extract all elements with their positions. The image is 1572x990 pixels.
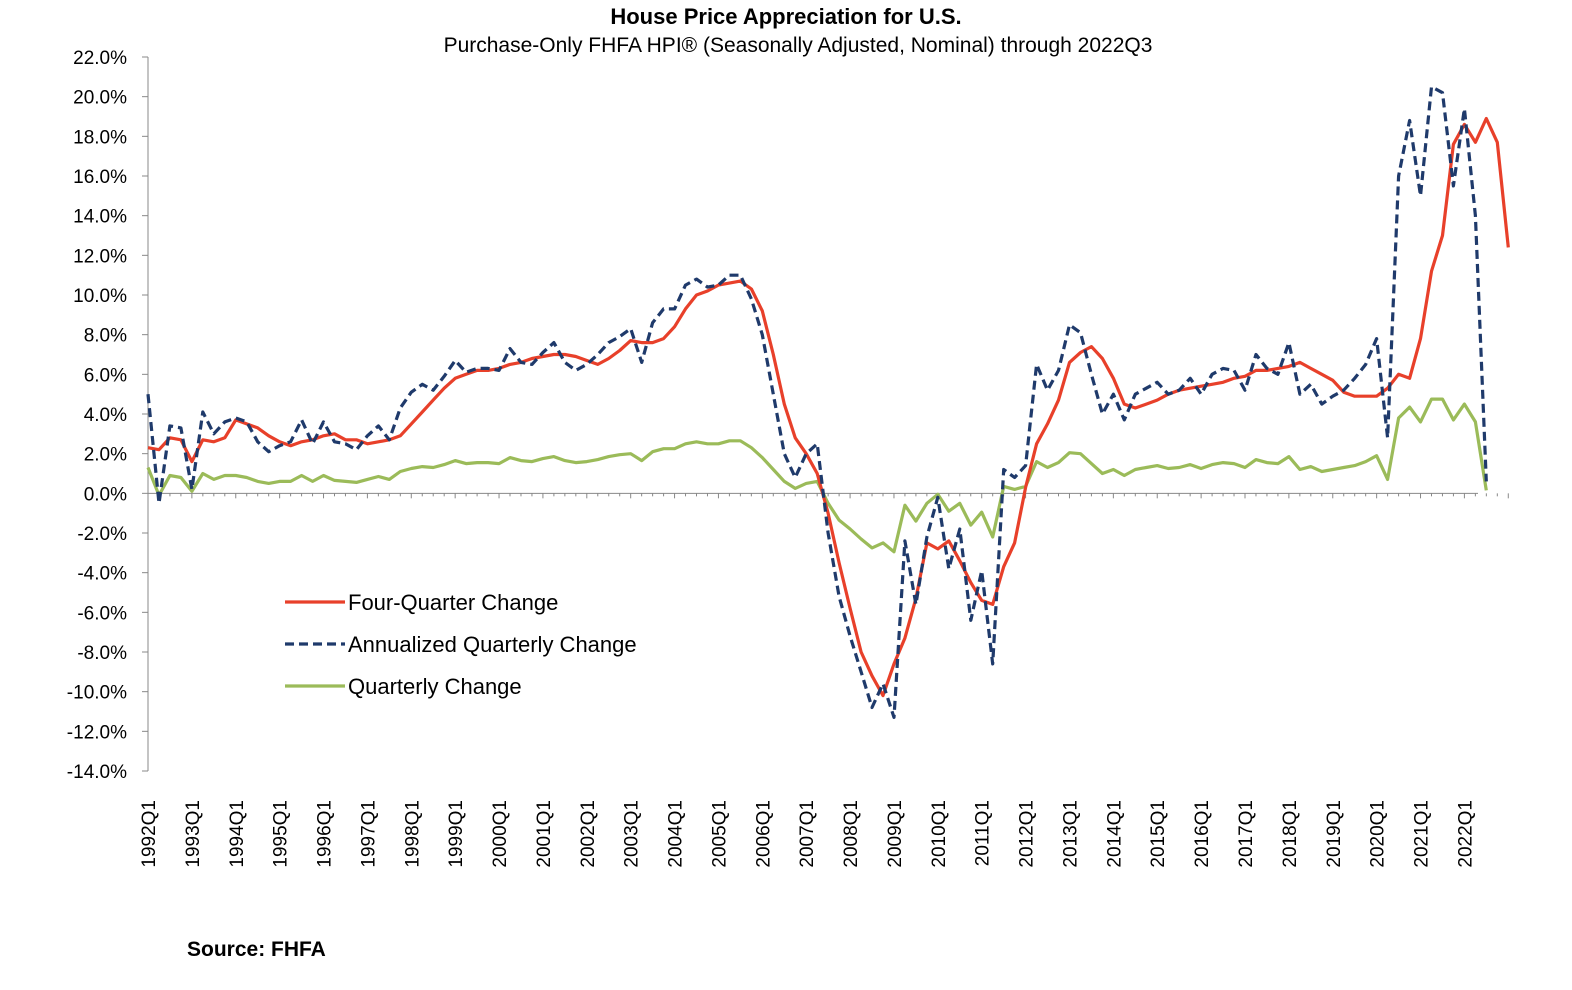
legend-label: Annualized Quarterly Change (348, 632, 637, 657)
x-tick-label: 1992Q1 (139, 800, 160, 868)
x-tick-label: 2004Q1 (666, 800, 687, 868)
x-tick-label: 2018Q1 (1280, 800, 1301, 868)
legend-label: Four-Quarter Change (348, 590, 558, 615)
x-tick-label: 1999Q1 (446, 800, 467, 868)
y-tick-label: 6.0% (84, 365, 127, 386)
x-tick-label: 2010Q1 (929, 800, 950, 868)
chart-title: House Price Appreciation for U.S. (610, 4, 961, 29)
y-tick-label: 22.0% (73, 48, 127, 69)
x-tick-label: 2000Q1 (490, 800, 511, 868)
y-tick-label: -2.0% (77, 524, 127, 545)
y-tick-label: 8.0% (84, 326, 127, 347)
y-tick-label: 10.0% (73, 286, 127, 307)
y-tick-label: -12.0% (67, 722, 127, 743)
y-tick-label: -4.0% (77, 564, 127, 585)
y-tick-label: -6.0% (77, 603, 127, 624)
y-tick-label: 14.0% (73, 207, 127, 228)
x-tick-label: 2009Q1 (885, 800, 906, 868)
series-line (146, 85, 1488, 720)
x-tick-label: 2011Q1 (973, 800, 994, 866)
x-tick-label: 2002Q1 (578, 800, 599, 868)
x-tick-label: 2007Q1 (797, 800, 818, 868)
series-line (147, 116, 1510, 698)
x-tick-label: 2021Q1 (1412, 800, 1433, 868)
chart-subtitle: Purchase-Only FHFA HPI® (Seasonally Adju… (444, 34, 1153, 57)
x-tick-label: 2013Q1 (1060, 800, 1081, 868)
x-tick-label: 2014Q1 (1104, 800, 1125, 868)
series-line (146, 397, 1488, 554)
x-tick-label: 2008Q1 (841, 800, 862, 868)
x-tick-label: 2001Q1 (534, 800, 555, 868)
x-tick-label: 2015Q1 (1148, 800, 1169, 868)
x-tick-label: 1993Q1 (183, 800, 204, 868)
y-tick-label: 12.0% (73, 246, 127, 267)
x-tick-label: 2003Q1 (622, 800, 643, 868)
x-tick-label: 1996Q1 (315, 800, 336, 868)
x-tick-label: 1998Q1 (402, 800, 423, 868)
x-tick-label: 2020Q1 (1368, 800, 1389, 868)
y-tick-label: 18.0% (73, 127, 127, 148)
x-tick-label: 2019Q1 (1324, 800, 1345, 868)
x-tick-label: 2005Q1 (709, 800, 730, 868)
legend-label: Quarterly Change (348, 674, 522, 699)
y-tick-label: 4.0% (84, 405, 127, 426)
x-tick-label: 2006Q1 (753, 800, 774, 868)
y-tick-label: 20.0% (73, 88, 127, 109)
y-tick-label: -10.0% (67, 683, 127, 704)
x-axis: 1992Q1 1993Q1 1994Q1 1995Q1 1996Q1 1997Q1 1998… (139, 492, 1509, 868)
y-axis: 22.0% 20.0% 18.0% 16.0% 14.0% 12.0% 10.0% 8.0% 6… (67, 48, 149, 783)
x-tick-label: 1997Q1 (358, 800, 379, 868)
x-tick-label: 2017Q1 (1236, 800, 1257, 868)
legend: Four-Quarter Change Annualized Quarterly … (285, 590, 637, 699)
y-tick-label: -8.0% (77, 643, 127, 664)
y-tick-label: 16.0% (73, 167, 127, 188)
x-tick-label: 1994Q1 (227, 800, 248, 868)
x-tick-label: 1995Q1 (271, 800, 292, 868)
x-tick-label: 2016Q1 (1192, 800, 1213, 868)
x-tick-label: 2012Q1 (1017, 800, 1038, 868)
x-tick-label: 2022Q1 (1455, 800, 1476, 868)
source-note: Source: FHFA (187, 938, 326, 961)
y-tick-label: -14.0% (67, 762, 127, 783)
y-tick-label: 0.0% (84, 484, 127, 505)
series-layer (146, 85, 1510, 720)
y-tick-label: 2.0% (84, 445, 127, 466)
